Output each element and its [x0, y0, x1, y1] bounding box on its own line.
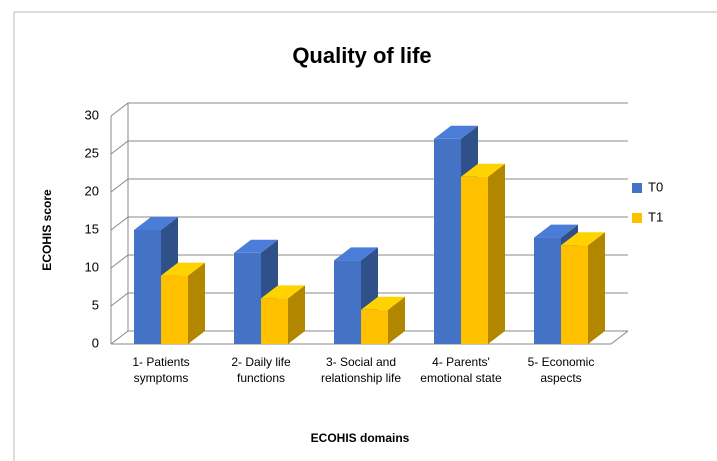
bar-top: [561, 232, 605, 246]
bar-top: [134, 217, 178, 230]
bar-top: [461, 163, 505, 177]
y-axis-title: ECOHIS score: [40, 189, 54, 271]
bar-side: [188, 262, 205, 344]
bar-side: [488, 163, 505, 344]
x-tick-label: 1- Patients symptoms: [132, 355, 190, 385]
bar: [461, 176, 488, 344]
legend-swatch: [632, 213, 642, 223]
x-tick-label: 3- Social and relationship life: [320, 355, 402, 385]
legend-label: T1: [648, 209, 663, 224]
y-tick-label: 15: [85, 221, 99, 236]
bar: [361, 309, 388, 344]
bar: [261, 298, 288, 344]
y-tick-label: 10: [85, 259, 99, 274]
grid-line: [110, 102, 628, 117]
bar-top: [161, 262, 205, 276]
bar: [534, 237, 561, 344]
bar: [234, 252, 261, 344]
x-tick-label: 2- Daily life functions: [231, 355, 291, 385]
legend-swatch: [632, 183, 642, 193]
y-tick-label: 25: [85, 145, 99, 160]
y-tick-label: 30: [85, 107, 99, 122]
grid-line: [110, 140, 628, 155]
bar-side: [388, 296, 405, 344]
bar-top: [534, 224, 578, 238]
y-tick-label: 20: [85, 183, 99, 198]
x-axis-title: ECOHIS domains: [311, 431, 410, 445]
bar-top: [434, 125, 478, 139]
chart-title: Quality of life: [292, 43, 431, 68]
y-tick-label: 5: [92, 297, 99, 312]
bar: [434, 138, 461, 344]
bar-top: [234, 239, 278, 253]
bar-side: [588, 232, 605, 344]
x-tick-label: 4- Parents' emotional state: [420, 355, 502, 385]
bar: [334, 260, 361, 344]
bar-top: [261, 285, 305, 299]
bar: [134, 230, 161, 344]
x-tick-label: 5- Economic aspects: [527, 355, 595, 385]
legend-label: T0: [648, 179, 663, 194]
bar-side: [288, 285, 305, 344]
bar-top: [361, 296, 405, 310]
bar-top: [334, 247, 378, 261]
bar: [561, 245, 588, 344]
y-tick-label: 0: [92, 335, 99, 350]
bar: [161, 275, 188, 344]
grid-line: [110, 178, 628, 193]
